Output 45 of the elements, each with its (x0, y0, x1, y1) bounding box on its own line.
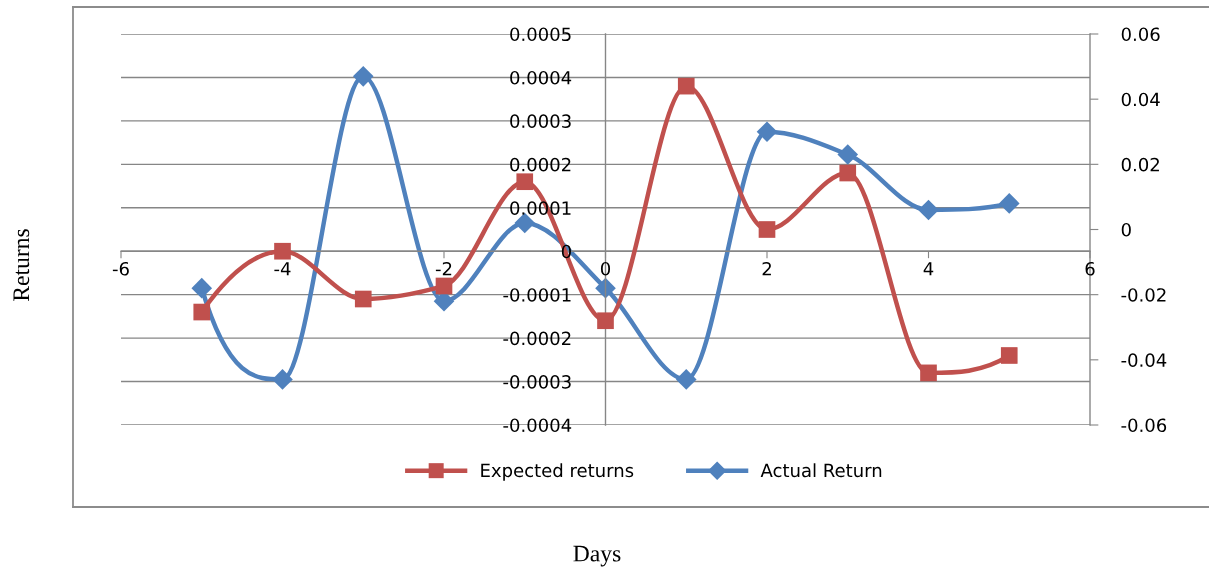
x-tick-label: 2 (762, 261, 771, 276)
point (675, 369, 697, 390)
y2-tick-label: -0.04 (1121, 353, 1167, 367)
point (516, 173, 534, 191)
x-tick-label: 0 (600, 261, 611, 276)
point (998, 193, 1020, 214)
point (758, 221, 776, 238)
x-tick-label: -6 (112, 261, 129, 276)
point (918, 199, 939, 221)
point (677, 77, 695, 95)
y-tick-label: 0.0002 (510, 157, 571, 172)
y-axis-title: Returns (13, 229, 30, 302)
y-tick-label: -0.0004 (503, 418, 572, 433)
x-tick-label: 6 (1085, 261, 1095, 276)
point (435, 277, 453, 295)
y-tick-label: 0.0005 (510, 27, 571, 42)
point (837, 144, 859, 165)
point (193, 303, 211, 321)
point (756, 121, 778, 143)
point (1000, 347, 1018, 364)
x-axis-title: Days (573, 545, 621, 567)
y-tick-label: -0.0002 (503, 331, 571, 346)
point (274, 242, 291, 260)
point (597, 312, 614, 330)
y2-tick-label: -0.02 (1121, 288, 1166, 302)
x-tick-label: -4 (274, 262, 291, 276)
x-tick-label: 4 (923, 262, 934, 276)
x-tick-label: -2 (435, 261, 452, 276)
point (352, 66, 374, 87)
y-tick-label: -0.0003 (503, 375, 571, 389)
y-tick-label: 0.0004 (510, 70, 572, 85)
legend-label: Actual Return (760, 463, 882, 478)
y2-tick-label: 0 (1121, 222, 1131, 237)
y2-tick-label: 0.06 (1121, 27, 1160, 42)
legend-label: Expected returns (481, 463, 634, 481)
point (839, 164, 857, 182)
point (191, 277, 213, 299)
y2-tick-label: 0.02 (1121, 157, 1159, 172)
y-tick-label: 0.0003 (510, 114, 571, 129)
y-tick-label: -0.0001 (503, 288, 571, 302)
point (920, 364, 937, 382)
y2-tick-label: 0.04 (1121, 92, 1160, 107)
y2-tick-label: -0.06 (1121, 418, 1167, 433)
point (354, 290, 372, 308)
point (272, 369, 293, 390)
